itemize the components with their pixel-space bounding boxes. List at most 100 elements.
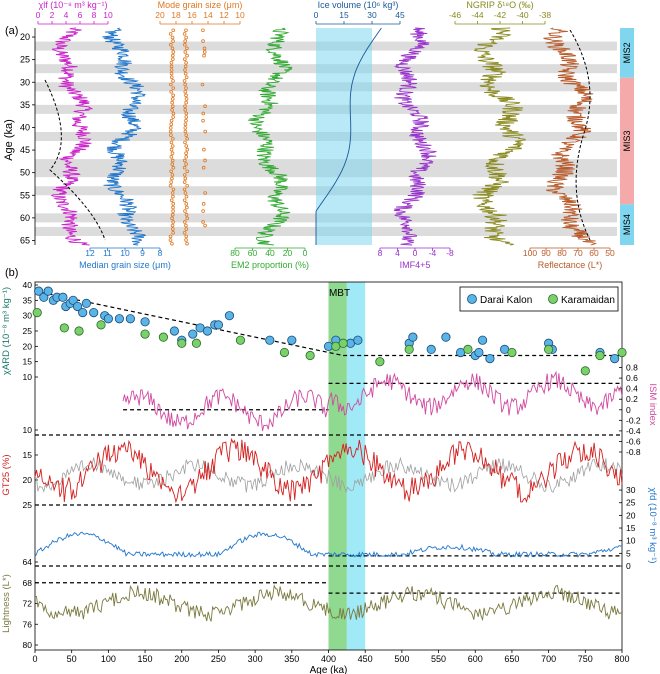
column-tick-label: -44 [471,10,484,20]
mode-grain-point [170,173,175,177]
darai-kalon-point [441,332,451,342]
mis-label: MIS3 [622,131,632,152]
mode-grain-point [184,162,188,166]
column-tick-label: 80 [557,248,567,258]
column-axis-title: Median grain size (μm) [79,260,171,270]
y-tick-label: 64 [23,557,33,567]
mode-grain-point [171,39,175,43]
column-tick-label: 4 [64,10,69,20]
y-tick-label: 20 [23,475,33,485]
y-axis-title: χARD (10⁻⁸ m³ kg⁻¹) [1,287,12,375]
darai-kalon-point [125,314,135,324]
mode-grain-point [169,64,174,69]
darai-kalon-point [265,335,275,345]
subplot-1: 0.80.60.40.20-0.2-0.4-0.6-0.8 ISM index [122,363,658,457]
mode-grain-point [183,176,188,181]
karamaidan-point [463,344,473,354]
column-tick-label: 0 [303,248,308,258]
mode-grain-point [183,71,188,76]
darai-kalon-point [408,332,418,342]
mode-grain-point [201,111,206,116]
mode-grain-point [170,151,175,156]
mode-grain-point [185,53,189,58]
column-tick-label: 0 [36,10,41,20]
series-line [34,584,623,622]
y-tick-label: 25 [23,326,33,336]
mode-grain-point [185,46,189,51]
mode-grain-point [183,57,187,61]
y-tick-label: 35 [23,295,33,305]
y-tick-label: 0.2 [626,394,638,404]
mis-strip: MIS2 MIS3 MIS4 [620,28,634,245]
mode-grain-point [184,100,188,105]
mode-grain-point [170,223,175,228]
column-axis-title: Mode grain size (μm) [158,0,243,10]
x-tick-label: 400 [321,654,336,664]
column-tick-label: 16 [187,10,197,20]
mode-grain-point [170,46,175,51]
mode-grain-point [183,140,187,145]
x-tick-label: 600 [468,654,483,664]
column-tick-label: 30 [367,10,377,20]
mode-grain-point [183,191,188,195]
mode-grain-point [170,162,175,166]
column-tick-label: 40 [265,248,275,258]
mode-grain-point [169,180,173,184]
column-axis-title: Ice volume (10⁶ kg³) [318,0,399,10]
panel-a-label: (a) [5,25,18,37]
mode-grain-point [169,140,174,145]
karamaidan-point [617,347,627,358]
column-tick-label: 10 [120,248,130,258]
column-tick-label: -42 [494,10,507,20]
karamaidan-point [338,338,348,348]
mode-grain-point [170,212,175,217]
column-series-line [543,27,598,246]
y-tick-label: 68 [23,578,33,588]
mode-grain-point [169,61,174,65]
mode-grain-point [170,216,174,221]
darai-kalon-point [188,329,198,339]
x-tick-label: 750 [578,654,593,664]
mode-grain-point [183,158,187,163]
mode-grain-point [168,126,173,130]
mis-label: MIS2 [622,42,632,63]
column-axis-title: IMF4+5 [400,260,431,270]
darai-kalon-point [81,298,91,308]
mode-grain-point [183,42,187,47]
chi-lf-trend [44,79,106,241]
karamaidan-point [595,350,605,361]
mode-grain-point [184,75,189,80]
x-tick-label: 150 [138,654,153,664]
column-series-line [472,27,527,246]
mode-grain-point [184,133,189,137]
column-3: 80 60 40 20 0 EM2 proportion (%) [230,27,309,270]
y-tick-label: -0.8 [626,447,641,457]
mode-grain-point [182,32,187,36]
column-tick-label: 10 [235,10,245,20]
mis-band [620,204,634,245]
column-tick-label: 80 [230,248,240,258]
mode-grain-point [168,129,173,134]
mode-grain-point [170,53,175,58]
age-tick-label: 35 [20,100,30,110]
y-tick-label: 80 [23,640,33,650]
mode-grain-point [183,82,187,87]
mode-grain-point [183,129,188,134]
mode-grain-point [201,202,206,206]
mode-grain-point [170,191,175,195]
column-tick-label: 45 [395,10,405,20]
mode-grain-point [169,133,173,137]
mode-grain-point [185,183,189,188]
glacial-grey-bands [35,28,617,245]
darai-kalon-point [202,326,213,336]
mode-grain-point [171,220,175,224]
x-tick-label: 450 [358,654,373,664]
mode-grain-point [169,198,174,203]
column-tick-label: 50 [605,248,615,258]
column-tick-label: 8 [378,248,383,258]
karamaidan-point [59,323,69,333]
y-tick-label: 25 [626,498,636,508]
mode-grain-point [169,169,173,174]
